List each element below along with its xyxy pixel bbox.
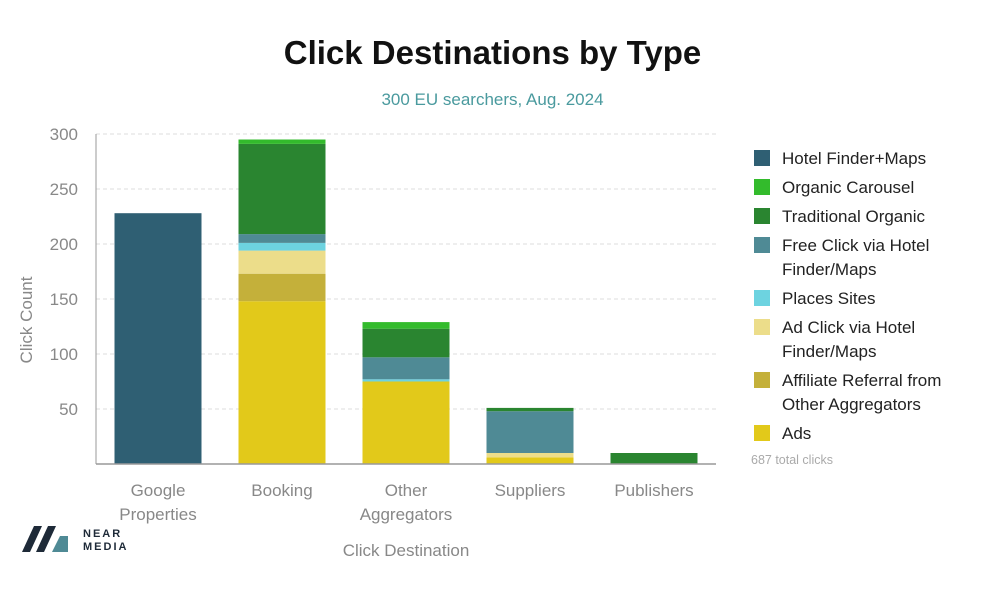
- bar-segment: [486, 457, 574, 464]
- legend-label: Ad Click via Hotel Finder/Maps: [782, 318, 916, 361]
- legend-label: Places Sites: [782, 289, 876, 308]
- bar-segment: [362, 357, 450, 380]
- x-tick-label: Other Aggregators: [360, 481, 453, 524]
- x-tick-label: Suppliers: [495, 481, 566, 500]
- logo-line-near: NEAR: [83, 528, 123, 540]
- chart-title: Click Destinations by Type: [283, 34, 702, 71]
- bar-segment: [114, 213, 202, 464]
- legend-swatch: [754, 150, 770, 166]
- legend-item: Organic Carousel: [754, 176, 979, 200]
- near-media-logo: [22, 526, 68, 552]
- legend-item: Free Click via Hotel Finder/Maps: [754, 234, 979, 282]
- legend-item: Places Sites: [754, 287, 979, 311]
- x-axis-title: Click Destination: [343, 541, 470, 560]
- bar-segment: [362, 381, 450, 464]
- bar-segment: [362, 379, 450, 382]
- y-axis-title: Click Count: [17, 276, 36, 363]
- legend-item: Ad Click via Hotel Finder/Maps: [754, 316, 979, 364]
- bar-segment: [238, 273, 326, 302]
- bar-segment: [238, 143, 326, 235]
- legend-label: Affiliate Referral from Other Aggregators: [782, 371, 942, 414]
- bar-segment: [238, 234, 326, 243]
- legend-label: Traditional Organic: [782, 207, 925, 226]
- x-tick-label: Booking: [251, 481, 312, 500]
- y-tick-label: 300: [50, 125, 78, 144]
- bar-segment: [238, 301, 326, 464]
- legend-item: Ads: [754, 422, 979, 446]
- bar-segment: [362, 328, 450, 358]
- legend-label: Free Click via Hotel Finder/Maps: [782, 236, 930, 279]
- legend-item: Affiliate Referral from Other Aggregators: [754, 369, 979, 417]
- legend-swatch: [754, 319, 770, 335]
- logo-line-media: MEDIA: [83, 541, 129, 553]
- y-tick-label: 200: [50, 235, 78, 254]
- legend-swatch: [754, 237, 770, 253]
- bar-segment: [362, 322, 450, 329]
- legend-swatch: [754, 372, 770, 388]
- legend-item: Traditional Organic: [754, 205, 979, 229]
- legend-swatch: [754, 290, 770, 306]
- legend-swatch: [754, 179, 770, 195]
- legend-label: Organic Carousel: [782, 178, 915, 197]
- bar-segment: [238, 139, 326, 144]
- legend-swatch: [754, 208, 770, 224]
- x-tick-label: Publishers: [614, 481, 693, 500]
- y-tick-label: 150: [50, 290, 78, 309]
- legend-item: Hotel Finder+Maps: [754, 147, 979, 171]
- bar-segment: [238, 250, 326, 274]
- y-tick-label: 250: [50, 180, 78, 199]
- bar-segment: [486, 407, 574, 412]
- bar-segment: [486, 411, 574, 453]
- legend-swatch: [754, 425, 770, 441]
- chart-subtitle: 300 EU searchers, Aug. 2024: [381, 90, 604, 109]
- y-tick-label: 100: [50, 345, 78, 364]
- logo-wordmark: NEAR MEDIA: [83, 528, 128, 554]
- bar-segment: [238, 242, 326, 251]
- total-clicks-annotation: 687 total clicks: [751, 453, 833, 467]
- chart-legend: Hotel Finder+Maps Organic Carousel Traditi…: [754, 147, 979, 451]
- x-tick-label: Google Properties: [119, 481, 196, 524]
- bar-segment: [486, 453, 574, 458]
- y-tick-label: 50: [59, 400, 78, 419]
- bar-segment: [610, 453, 698, 464]
- legend-label: Ads: [782, 424, 812, 443]
- legend-label: Hotel Finder+Maps: [782, 149, 927, 168]
